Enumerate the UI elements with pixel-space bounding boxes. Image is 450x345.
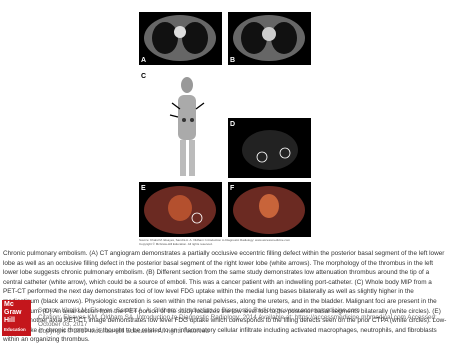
logo: Mc Graw Hill Education [2, 300, 31, 336]
panel-label: E [141, 185, 146, 192]
logo-text: Mc [4, 301, 14, 308]
panel-e: E [139, 182, 222, 237]
panel-d: D [228, 118, 311, 178]
logo-text: Education [4, 326, 26, 332]
panel-a: A [139, 12, 222, 65]
panel-label: D [230, 121, 235, 128]
citation-line: Source: Khalid M. Elsayes, Sandra A. A. … [38, 307, 360, 314]
figure-source: Source: Khalid M. Elsayes, Sandra A. A. … [139, 238, 291, 246]
panel-c: C [139, 70, 222, 178]
panel-label: C [141, 73, 146, 80]
citation-line: Copyright © 2017 McGraw-Hill Education. … [38, 328, 209, 335]
logo-text: Graw [4, 309, 22, 317]
citation-line: Citation: Elsayes KM, Oldham SA. Introdu… [38, 314, 437, 328]
logo-text: Hill [4, 317, 15, 325]
page: A B C D E F Source: Khalid M. Elsayes, S… [2, 12, 447, 344]
citation: Source: Khalid M. Elsayes, Sandra A. A. … [38, 307, 438, 335]
panel-label: F [230, 185, 235, 192]
panel-label: A [141, 57, 146, 64]
panel-f: F [228, 182, 311, 237]
copyright-line: Copyright © McGraw-Hill Education. All r… [139, 241, 213, 246]
panel-label: B [230, 57, 235, 64]
panel-b: B [228, 12, 311, 65]
figure: A B C D E F [139, 12, 311, 237]
source-line: Source: Khalid M. Elsayes, Sandra A. A. … [139, 238, 291, 242]
